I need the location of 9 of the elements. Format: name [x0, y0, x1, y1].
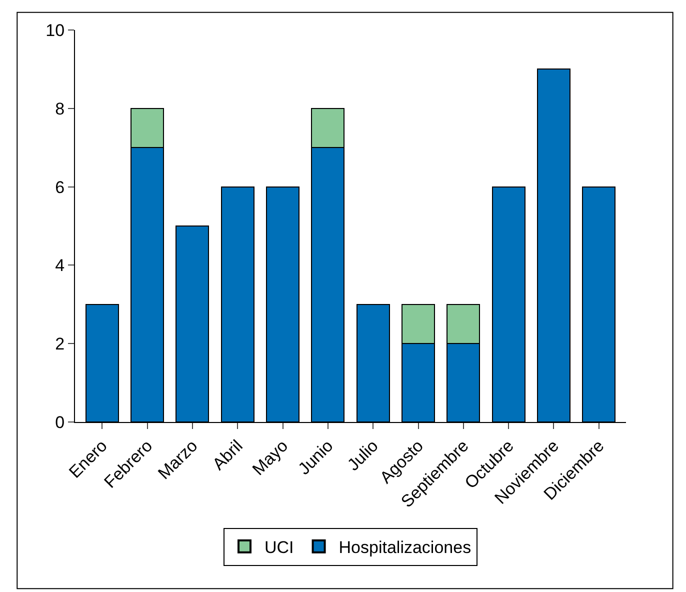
- y-tick-label: 2: [55, 334, 65, 354]
- x-tick-label: Julio: [344, 436, 382, 474]
- y-tick-label: 10: [46, 20, 65, 40]
- y-tick-label: 0: [55, 412, 65, 432]
- y-tick-label: 4: [55, 256, 65, 276]
- y-tick-label: 6: [55, 178, 65, 197]
- legend-label: Hospitalizaciones: [338, 538, 472, 558]
- legend-label: UCI: [264, 538, 294, 558]
- y-tick-label: 8: [55, 99, 65, 118]
